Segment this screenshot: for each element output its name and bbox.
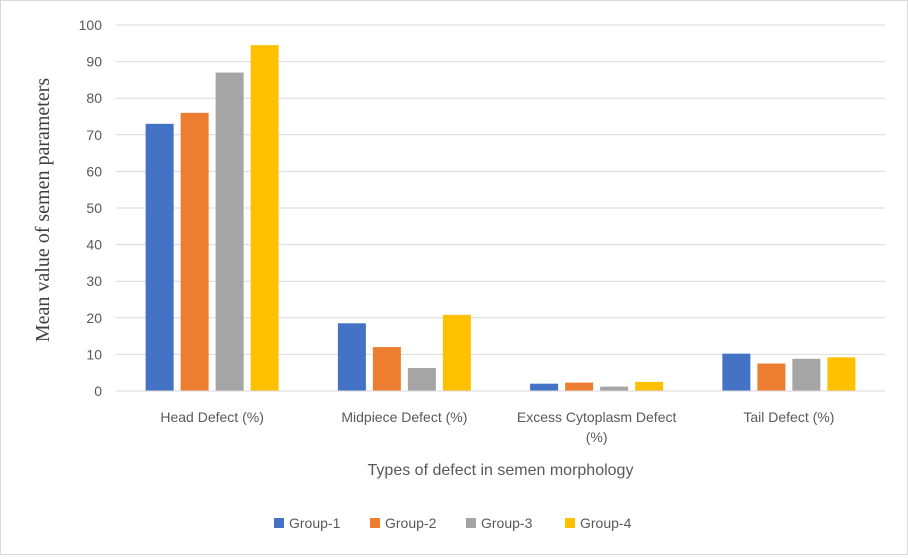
bar-group-2-0 [180, 112, 209, 391]
legend-label: Group-2 [385, 515, 437, 531]
y-tick-label: 20 [86, 310, 102, 326]
bar-group-1-1 [337, 323, 366, 391]
bar-group-2-2 [565, 382, 594, 391]
bars [145, 45, 856, 391]
legend-swatch [565, 518, 575, 528]
x-axis-categories: Head Defect (%) Midpiece Defect (%) Excess… [160, 409, 834, 445]
bar-group-4-1 [442, 314, 471, 391]
y-tick-label: 60 [86, 163, 102, 179]
bar-group-3-0 [215, 72, 244, 391]
bar-group-4-2 [635, 381, 664, 391]
bar-group-1-0 [145, 123, 174, 391]
legend-swatch [274, 518, 284, 528]
bar-group-3-2 [600, 386, 629, 391]
legend-item-group-4: Group-4 [565, 515, 632, 531]
bar-group-2-1 [372, 347, 401, 391]
y-tick-label: 70 [86, 127, 102, 143]
bar-group-3-1 [407, 367, 436, 391]
y-tick-label: 0 [94, 383, 102, 399]
y-axis-title: Mean value of semen parameters [32, 78, 54, 343]
bar-group-1-2 [530, 383, 559, 391]
x-category-label: Tail Defect (%) [743, 409, 834, 425]
gridlines [116, 24, 885, 355]
y-tick-label: 30 [86, 273, 102, 289]
bar-group-2-3 [757, 363, 786, 391]
bar-group-3-3 [792, 358, 821, 391]
y-tick-label: 80 [86, 90, 102, 106]
x-axis-title: Types of defect in semen morphology [368, 462, 634, 479]
legend-swatch [466, 518, 476, 528]
legend-label: Group-4 [580, 515, 632, 531]
legend: Group-1 Group-2 Group-3 Group-4 [274, 515, 632, 531]
legend-label: Group-1 [289, 515, 341, 531]
legend-item-group-3: Group-3 [466, 515, 533, 531]
x-category-label: Head Defect (%) [160, 409, 263, 425]
x-category-label: Midpiece Defect (%) [341, 409, 467, 425]
y-tick-label: 10 [86, 346, 102, 362]
legend-item-group-1: Group-1 [274, 515, 341, 531]
y-tick-label: 50 [86, 200, 102, 216]
y-tick-label: 90 [86, 54, 102, 70]
legend-label: Group-3 [481, 515, 533, 531]
bar-group-4-3 [827, 357, 856, 391]
y-tick-label: 40 [86, 237, 102, 253]
x-category-label: Excess Cytoplasm Defect (%) [517, 409, 677, 445]
y-tick-label: 100 [79, 17, 103, 33]
y-axis-ticks: 0 10 20 30 40 50 60 70 80 90 100 [79, 17, 103, 399]
legend-swatch [370, 518, 380, 528]
bar-group-4-0 [250, 45, 279, 391]
bar-group-1-3 [722, 353, 751, 391]
legend-item-group-2: Group-2 [370, 515, 437, 531]
